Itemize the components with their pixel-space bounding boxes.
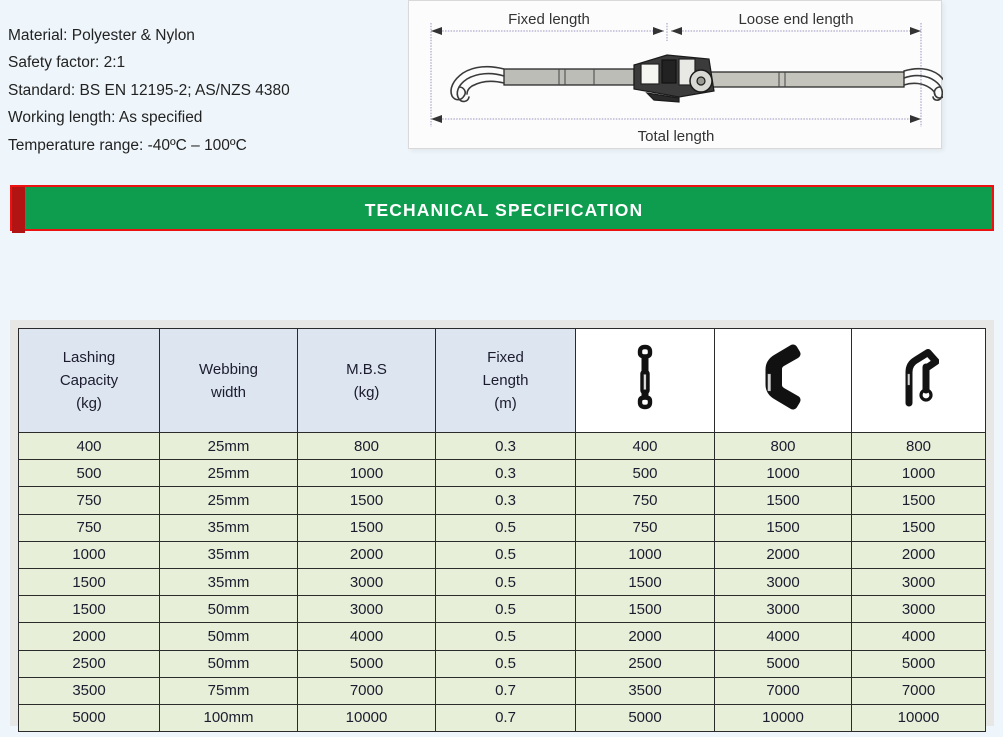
svg-text:Fixed length: Fixed length xyxy=(508,11,590,28)
svg-text:Total length: Total length xyxy=(638,128,715,145)
svg-text:Loose end length: Loose end length xyxy=(738,11,853,28)
